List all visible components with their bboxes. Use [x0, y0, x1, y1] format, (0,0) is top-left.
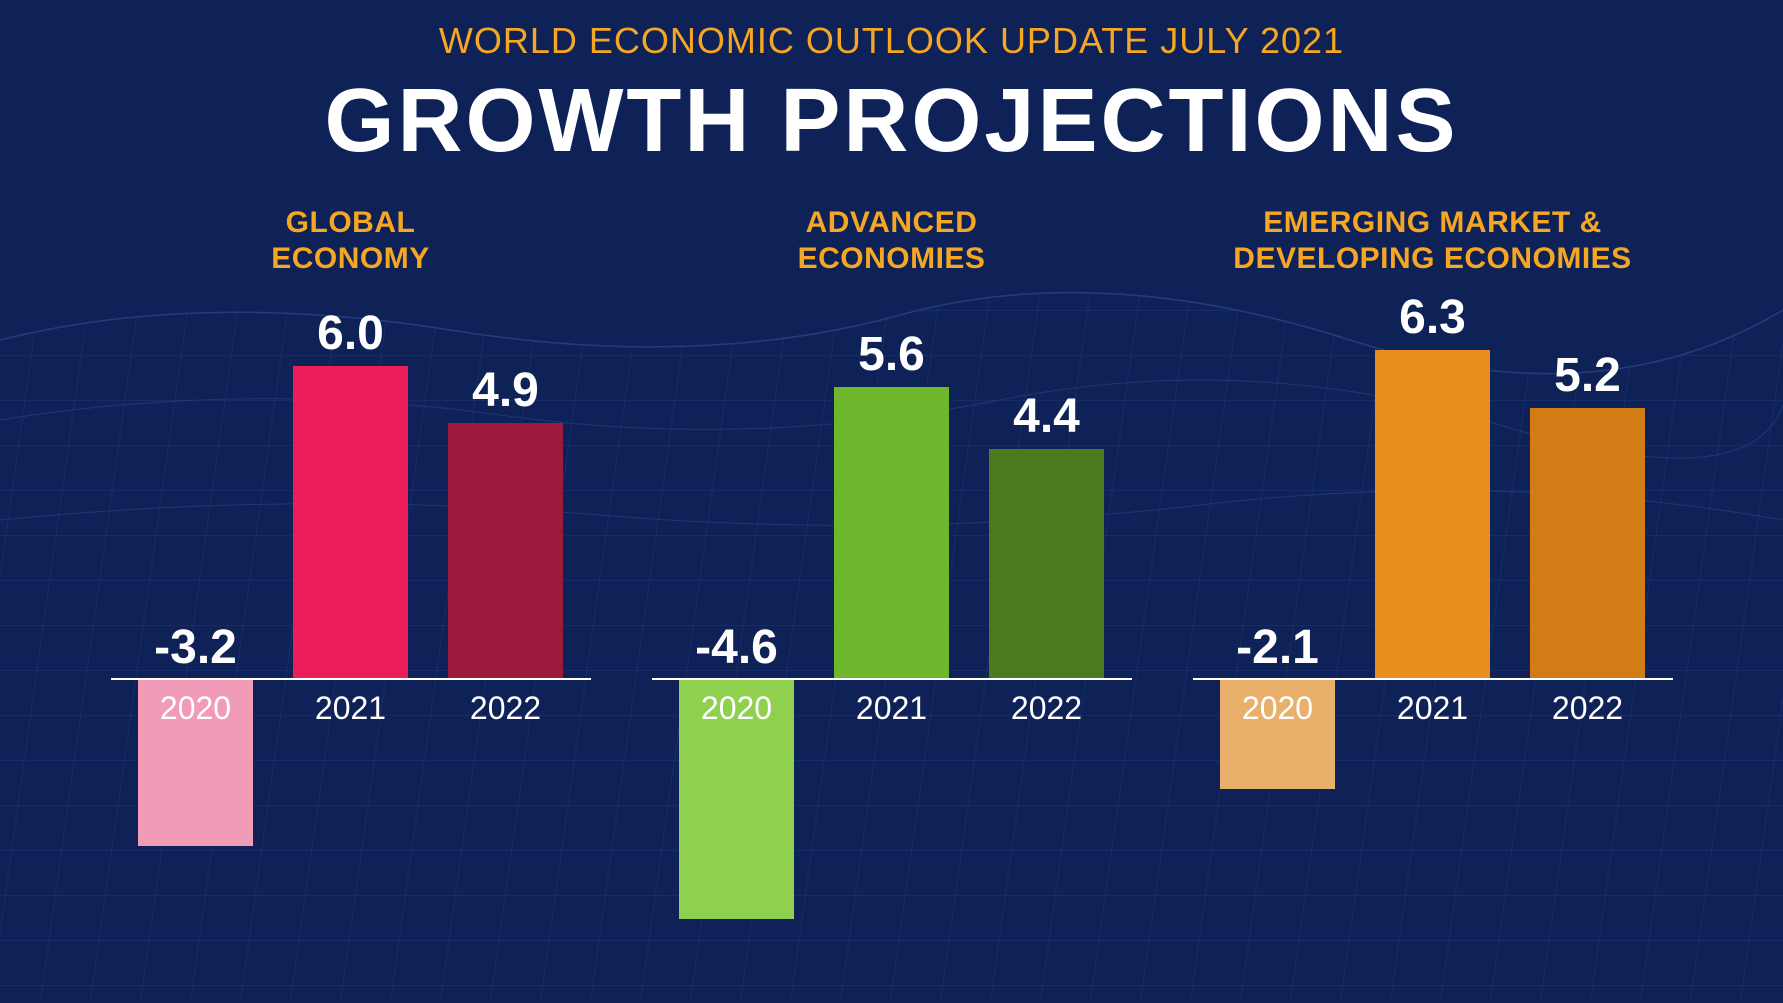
bar-value: -2.1 [1220, 620, 1335, 675]
bar-slot: -4.6 2020 [679, 298, 794, 848]
group-title: GLOBALECONOMY [271, 203, 430, 278]
bar-year: 2021 [293, 690, 408, 727]
bar [293, 366, 408, 678]
chart-area: -2.1 2020 6.32021 5.2 2022 [1193, 298, 1673, 848]
bar-slot: 4.4 2022 [989, 298, 1104, 848]
bars-container: -4.6 2020 5.6 2021 4.4 2022 [652, 298, 1132, 848]
bar-value: -3.2 [138, 620, 253, 675]
bar-year: 2021 [834, 690, 949, 727]
bar-year: 2020 [1220, 690, 1335, 727]
bar [448, 423, 563, 678]
chart-group: ADVANCEDECONOMIES -4.6 2020 5.6 2021 4.4 2022 [652, 203, 1132, 848]
bar-value: 5.6 [834, 327, 949, 382]
bar-slot: 4.9 2022 [448, 298, 563, 848]
bar-year: 2020 [679, 690, 794, 727]
bar-value: 4.9 [448, 363, 563, 418]
bar-slot: 5.2 2022 [1530, 298, 1645, 848]
chart-group: GLOBALECONOMY -3.2 2020 6.0 2021 4.9 2022 [111, 203, 591, 848]
chart-area: -3.2 2020 6.0 2021 4.9 2022 [111, 298, 591, 848]
bar [834, 387, 949, 678]
bar-slot: 5.6 2021 [834, 298, 949, 848]
bar-value: 4.4 [989, 389, 1104, 444]
bar-slot: -3.2 2020 [138, 298, 253, 848]
chart-group: EMERGING MARKET &DEVELOPING ECONOMIES -2.… [1193, 203, 1673, 848]
bar-value: 6.3 [1375, 290, 1490, 345]
bar-slot: 6.32021 [1375, 298, 1490, 848]
bar-value: -4.6 [679, 620, 794, 675]
bar-value: 5.2 [1530, 348, 1645, 403]
bar-value: 6.0 [293, 306, 408, 361]
bar [1530, 408, 1645, 678]
subtitle: WORLD ECONOMIC OUTLOOK UPDATE JULY 2021 [0, 20, 1783, 62]
bar [1375, 350, 1490, 678]
bar [989, 449, 1104, 678]
bars-container: -3.2 2020 6.0 2021 4.9 2022 [111, 298, 591, 848]
bar-year: 2021 [1375, 690, 1490, 727]
header: WORLD ECONOMIC OUTLOOK UPDATE JULY 2021 … [0, 0, 1783, 173]
group-title: ADVANCEDECONOMIES [798, 203, 986, 278]
bar-year: 2022 [989, 690, 1104, 727]
group-title: EMERGING MARKET &DEVELOPING ECONOMIES [1233, 203, 1631, 278]
charts-row: GLOBALECONOMY-3.220206.020214.92022ADVAN… [0, 173, 1783, 848]
chart-area: -4.6 2020 5.6 2021 4.4 2022 [652, 298, 1132, 848]
main-title: GROWTH PROJECTIONS [0, 70, 1783, 173]
bar-year: 2022 [1530, 690, 1645, 727]
bar-slot: -2.1 2020 [1220, 298, 1335, 848]
bar-year: 2020 [138, 690, 253, 727]
bar-year: 2022 [448, 690, 563, 727]
bar-slot: 6.0 2021 [293, 298, 408, 848]
bars-container: -2.1 2020 6.32021 5.2 2022 [1193, 298, 1673, 848]
